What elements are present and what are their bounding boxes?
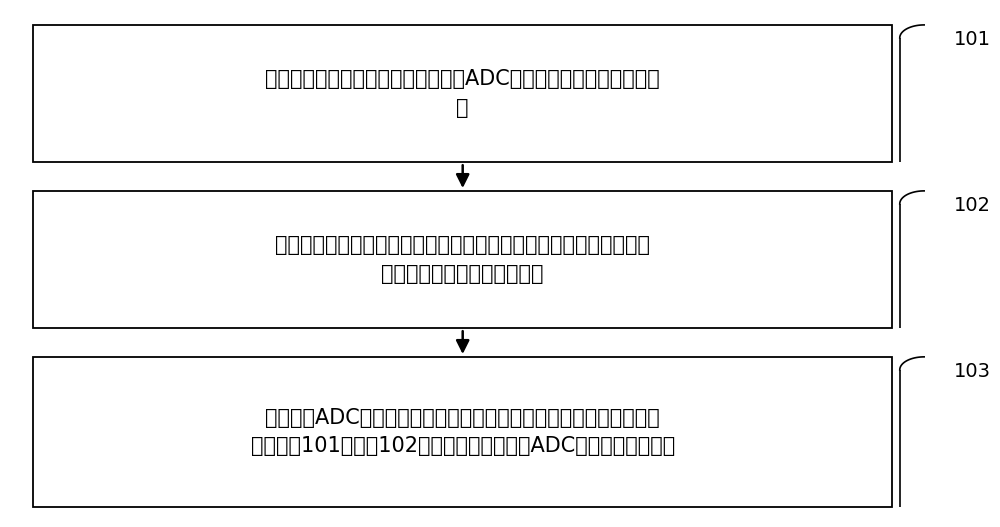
Text: 102: 102 — [953, 196, 990, 215]
Text: 对待校正ADC中每个数字码依据从高位数字码到低位数字码的顺序，: 对待校正ADC中每个数字码依据从高位数字码到低位数字码的顺序， — [265, 408, 660, 428]
FancyBboxPatch shape — [33, 25, 892, 162]
FancyBboxPatch shape — [33, 191, 892, 328]
Text: 压与理想阈值电压的误差最小: 压与理想阈值电压的误差最小 — [381, 264, 544, 284]
Text: 执行步骤101和步骤102，以此来校正待校正ADC的电容网络的失配: 执行步骤101和步骤102，以此来校正待校正ADC的电容网络的失配 — [251, 436, 675, 456]
Text: 根据预定规则获取待校正模数转换器ADC的预定数字码的理想阈值电: 根据预定规则获取待校正模数转换器ADC的预定数字码的理想阈值电 — [265, 70, 660, 90]
Text: 压: 压 — [456, 98, 469, 118]
Text: 101: 101 — [953, 30, 990, 49]
Text: 103: 103 — [953, 362, 990, 381]
Text: 对预定数字码对应的多个电容进行排列，以使该预定数字码的阈值电: 对预定数字码对应的多个电容进行排列，以使该预定数字码的阈值电 — [275, 236, 650, 256]
FancyBboxPatch shape — [33, 357, 892, 508]
